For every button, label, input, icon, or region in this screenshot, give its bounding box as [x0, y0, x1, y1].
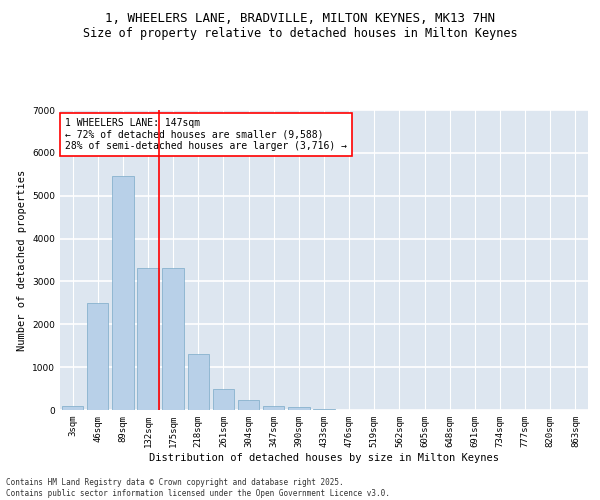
Bar	[87, 303, 109, 410]
Text: 1 WHEELERS LANE: 147sqm
← 72% of detached houses are smaller (9,588)
28% of semi: 1 WHEELERS LANE: 147sqm ← 72% of detache…	[65, 118, 347, 150]
Bar	[188, 354, 209, 410]
X-axis label: Distribution of detached houses by size in Milton Keynes: Distribution of detached houses by size …	[149, 452, 499, 462]
Bar	[112, 176, 134, 410]
Bar	[163, 268, 184, 410]
Bar	[62, 406, 83, 410]
Bar	[137, 268, 158, 410]
Bar	[263, 406, 284, 410]
Y-axis label: Number of detached properties: Number of detached properties	[17, 170, 26, 350]
Bar	[288, 408, 310, 410]
Text: 1, WHEELERS LANE, BRADVILLE, MILTON KEYNES, MK13 7HN: 1, WHEELERS LANE, BRADVILLE, MILTON KEYN…	[105, 12, 495, 26]
Text: Size of property relative to detached houses in Milton Keynes: Size of property relative to detached ho…	[83, 28, 517, 40]
Bar	[213, 388, 234, 410]
Bar	[313, 409, 335, 410]
Text: Contains HM Land Registry data © Crown copyright and database right 2025.
Contai: Contains HM Land Registry data © Crown c…	[6, 478, 390, 498]
Bar	[238, 400, 259, 410]
